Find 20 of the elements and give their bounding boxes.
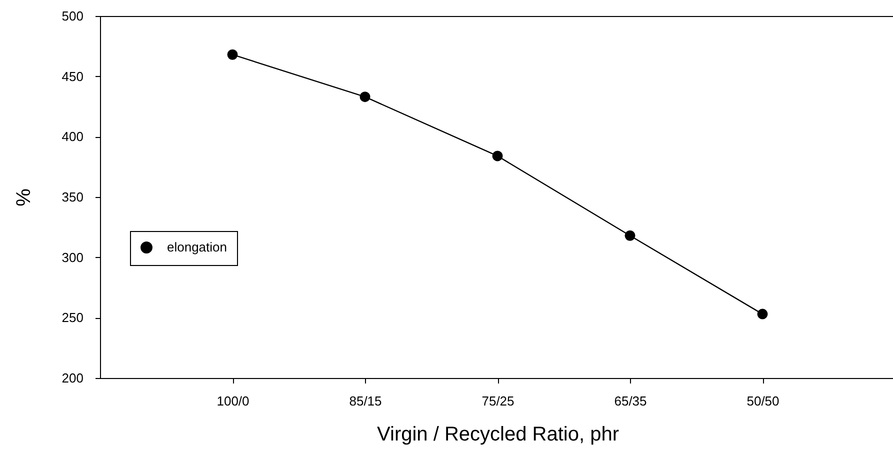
y-tick-label: 400 [62, 129, 84, 144]
y-tick-label: 200 [62, 370, 84, 386]
legend-label: elongation [167, 240, 227, 254]
y-tick-label: 250 [62, 310, 84, 326]
y-tick-label: 500 [62, 8, 84, 24]
y-tick-label: 300 [62, 250, 84, 265]
y-tick-label: 450 [62, 68, 84, 84]
point [227, 49, 238, 60]
x-tick-label: 50/50 [746, 394, 780, 408]
point [624, 230, 636, 241]
x-tick-label: 75/25 [482, 394, 514, 408]
x-axis-title: Virgin / Recycled Ratio, phr [377, 424, 620, 446]
y-axis-title: % [12, 188, 35, 206]
point [360, 92, 370, 102]
x-tick-label: 85/15 [349, 394, 382, 408]
point [757, 308, 768, 320]
point [492, 150, 503, 162]
x-tick-label: 100/0 [216, 394, 250, 408]
x-tick-label: 65/35 [614, 394, 647, 408]
y-tick-label: 350 [62, 190, 84, 204]
